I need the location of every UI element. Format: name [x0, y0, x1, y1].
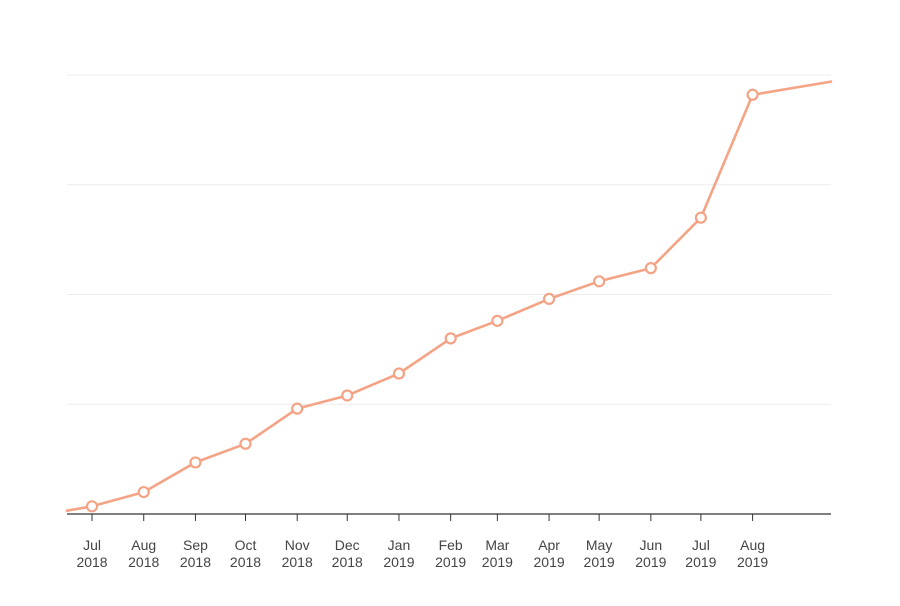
data-point: [392, 367, 406, 380]
data-point: [491, 314, 504, 327]
data-point: [444, 332, 457, 345]
x-tick-label: Dec 2018: [332, 537, 363, 570]
x-tick-year: 2018: [128, 554, 159, 570]
data-point: [341, 389, 354, 402]
data-point: [291, 402, 304, 415]
x-tick-year: 2019: [737, 554, 768, 570]
x-tick-label: Oct 2018: [230, 537, 261, 570]
x-tick-month: Sep: [183, 537, 208, 553]
x-tick-month: Aug: [131, 537, 156, 553]
x-tick-label: May 2019: [584, 537, 615, 570]
x-tick-year: 2019: [635, 554, 666, 570]
data-point: [189, 456, 202, 469]
x-tick-year: 2019: [584, 554, 615, 570]
x-tick-label: Jul 2018: [76, 537, 107, 570]
x-tick-month: May: [586, 537, 612, 553]
x-tick-month: Jul: [692, 537, 710, 553]
x-tick-month: Apr: [538, 537, 560, 553]
x-tick-label: Jul 2019: [685, 537, 716, 570]
gridlines: [67, 74, 831, 405]
x-tick-year: 2019: [435, 554, 466, 570]
data-point: [644, 262, 657, 275]
series-layer: [65, 80, 833, 513]
x-tick-month: Oct: [235, 537, 257, 553]
x-tick-year: 2018: [332, 554, 363, 570]
x-tick-year: 2018: [180, 554, 211, 570]
x-tick-label: Jun 2019: [635, 537, 666, 570]
data-point: [593, 275, 606, 288]
series-line: [65, 80, 833, 512]
x-tick-label: Aug 2018: [128, 537, 159, 570]
x-tick-label: Apr 2019: [534, 537, 565, 570]
x-tick-year: 2018: [230, 554, 261, 570]
x-tick-month: Dec: [335, 537, 360, 553]
x-tick-label: Jan 2019: [383, 537, 414, 570]
x-tick-month: Jul: [83, 537, 101, 553]
data-point: [137, 485, 150, 499]
data-point: [85, 500, 99, 513]
x-tick-month: Jun: [640, 537, 663, 553]
x-tick-year: 2019: [482, 554, 513, 570]
x-tick-year: 2019: [685, 554, 716, 570]
x-tick-month: Feb: [439, 537, 463, 553]
x-tick-month: Jan: [388, 537, 411, 553]
x-tick-month: Nov: [285, 537, 310, 553]
x-tick-month: Mar: [485, 537, 509, 553]
data-point: [542, 292, 556, 305]
data-point: [239, 437, 252, 450]
x-tick-month: Aug: [740, 537, 765, 553]
x-tick-label: Sep 2018: [180, 537, 211, 570]
x-tick-label: Aug 2019: [737, 537, 768, 570]
x-tick-year: 2018: [282, 554, 313, 570]
data-point: [746, 88, 759, 101]
x-tick-year: 2019: [534, 554, 565, 570]
x-tick-label: Nov 2018: [282, 537, 313, 570]
x-tick-label: Mar 2019: [482, 537, 513, 570]
x-tick-year: 2018: [76, 554, 107, 570]
x-tick-label: Feb 2019: [435, 537, 466, 570]
data-point: [694, 211, 707, 224]
x-tick-year: 2019: [383, 554, 414, 570]
